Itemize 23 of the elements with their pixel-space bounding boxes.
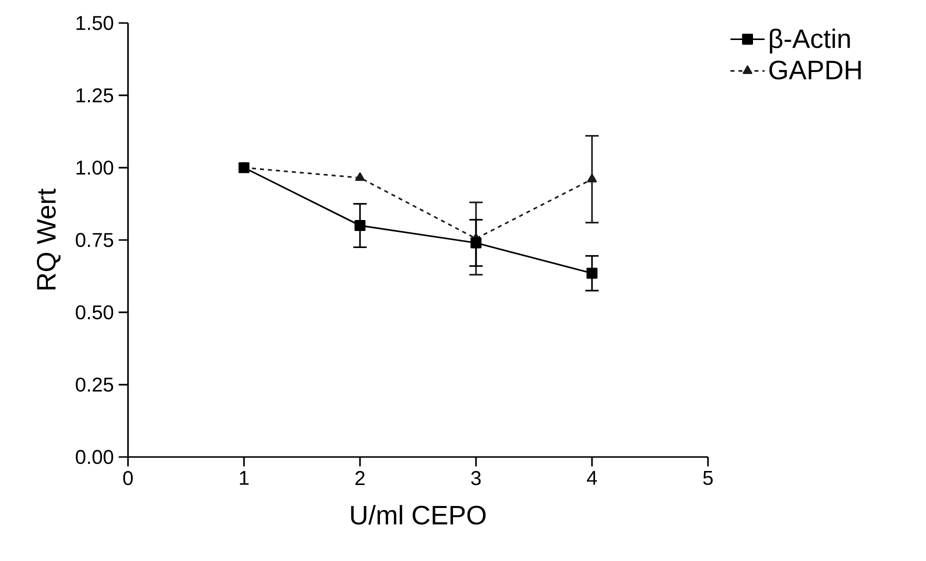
x-axis-title: U/ml CEPO (351, 505, 486, 525)
y-axis-title: RQ Wert (36, 188, 61, 290)
point (355, 172, 365, 181)
y-tick-label: 1.25 (76, 88, 114, 102)
point (238, 162, 250, 174)
y-tick-label: 0.25 (76, 378, 114, 392)
x-tick-label: 4 (586, 471, 597, 485)
point (470, 237, 482, 248)
y-tick-label: 0.50 (76, 305, 114, 320)
legend-label: β-Actin (770, 28, 850, 54)
x-tick-label: 2 (355, 471, 365, 485)
x-tick-label: 1 (240, 471, 249, 485)
y-tick-label: 0.75 (76, 232, 114, 248)
point (586, 268, 598, 279)
x-tick-label: 3 (471, 471, 481, 486)
legend-label: GAPDH (769, 60, 861, 80)
x-tick-label: 5 (703, 471, 713, 485)
y-tick-label: 1.00 (76, 160, 114, 175)
y-tick-label: 0.00 (76, 450, 114, 464)
y-tick-label: 1.50 (76, 16, 114, 30)
x-tick-label: 0 (123, 471, 133, 486)
point (354, 220, 366, 231)
point (587, 174, 597, 182)
